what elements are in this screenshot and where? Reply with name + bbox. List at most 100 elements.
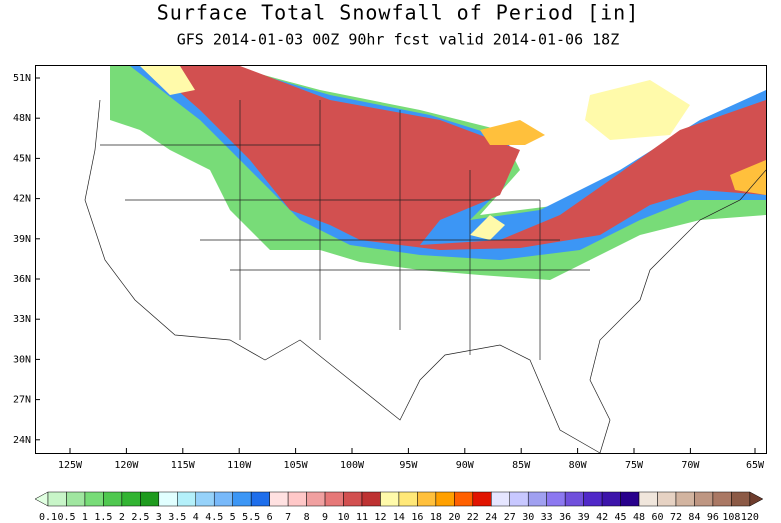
colorbar-label: 22 <box>467 512 479 523</box>
colorbar-box <box>620 491 640 507</box>
colorbar-label: 39 <box>578 512 590 523</box>
lon-label: 70W <box>681 460 700 471</box>
lat-label: 36N <box>13 274 31 285</box>
lat-label: 27N <box>13 395 31 406</box>
lon-label: 75W <box>625 460 644 471</box>
colorbar-box <box>380 491 400 507</box>
colorbar-box <box>417 491 437 507</box>
colorbar-box <box>731 491 751 507</box>
colorbar-box <box>84 491 104 507</box>
colorbar-box <box>121 491 141 507</box>
colorbar-box <box>527 491 547 507</box>
colorbar-box <box>657 491 677 507</box>
colorbar-label: 48 <box>633 512 645 523</box>
colorbar-label: 18 <box>430 512 442 523</box>
colorbar-box <box>361 491 381 507</box>
colorbar-box <box>583 491 603 507</box>
colorbar-label: 1 <box>82 512 88 523</box>
colorbar-box <box>694 491 714 507</box>
colorbar-box <box>398 491 418 507</box>
snow-max <box>585 80 690 140</box>
lat-label: 30N <box>13 354 31 365</box>
lon-label: 100W <box>340 460 365 471</box>
colorbar-label: 14 <box>393 512 405 523</box>
colorbar-label: 3.5 <box>168 512 186 523</box>
colorbar-label: 0.1 <box>39 512 57 523</box>
colorbar-label: 33 <box>541 512 553 523</box>
colorbar-arrow <box>749 491 764 507</box>
lat-label: 48N <box>13 113 31 124</box>
colorbar-box <box>638 491 658 507</box>
subtitle: GFS 2014-01-03 00Z 90hr fcst valid 2014-… <box>177 31 620 49</box>
colorbar-label: 108 <box>722 512 740 523</box>
colorbar-label: 84 <box>688 512 700 523</box>
colorbar-box <box>213 491 233 507</box>
colorbar-box <box>66 491 86 507</box>
lon-label: 120W <box>114 460 139 471</box>
colorbar-box <box>306 491 326 507</box>
lat-label: 39N <box>13 234 31 245</box>
colorbar-label: 11 <box>356 512 368 523</box>
colorbar-label: 12 <box>374 512 386 523</box>
lon-label: 85W <box>512 460 531 471</box>
colorbar-label: 2 <box>119 512 125 523</box>
colorbar-box <box>564 491 584 507</box>
snow-max <box>140 66 195 95</box>
colorbar-box <box>158 491 178 507</box>
colorbar-box <box>491 491 510 507</box>
lon-label: 95W <box>399 460 418 471</box>
colorbar-box <box>287 491 307 507</box>
colorbar-label: 3 <box>156 512 162 523</box>
colorbar-label: 0.5 <box>57 512 75 523</box>
colorbar-label: 6 <box>267 512 273 523</box>
colorbar-label: 2.5 <box>131 512 149 523</box>
colorbar-label: 1.5 <box>94 512 112 523</box>
colorbar-arrow <box>34 491 49 507</box>
lat-label: 51N <box>13 73 31 84</box>
colorbar-box <box>232 491 252 507</box>
colorbar-label: 20 <box>448 512 460 523</box>
snow-max <box>480 120 545 145</box>
lon-label: 90W <box>456 460 475 471</box>
title: Surface Total Snowfall of Period [in] <box>157 1 640 25</box>
colorbar-box <box>103 491 123 507</box>
colorbar-label: 96 <box>707 512 719 523</box>
colorbar-box <box>343 491 363 507</box>
colorbar-label: 5 <box>230 512 236 523</box>
snow-band-red <box>150 66 766 250</box>
colorbar-label: 30 <box>522 512 534 523</box>
colorbar-box <box>47 491 67 507</box>
colorbar-box <box>472 491 492 507</box>
colorbar-label: 36 <box>559 512 571 523</box>
snow-max <box>470 215 505 240</box>
colorbar-box <box>712 491 732 507</box>
colorbar-label: 5.5 <box>242 512 260 523</box>
colorbar-box <box>195 491 215 507</box>
colorbar-box <box>675 491 695 507</box>
lat-label: 42N <box>13 194 31 205</box>
lat-label: 24N <box>13 435 31 446</box>
colorbar-label: 72 <box>670 512 682 523</box>
lat-label: 45N <box>13 153 31 164</box>
lon-label: 125W <box>58 460 83 471</box>
lon-label: 105W <box>284 460 309 471</box>
lon-label: 110W <box>227 460 252 471</box>
colorbar-box <box>601 491 621 507</box>
colorbar-box <box>250 491 270 507</box>
colorbar-label: 42 <box>596 512 608 523</box>
colorbar-label: 4.5 <box>205 512 223 523</box>
snow-max <box>730 160 766 195</box>
map <box>84 66 767 454</box>
colorbar-label: 24 <box>485 512 497 523</box>
colorbar-label: 27 <box>504 512 516 523</box>
colorbar-box <box>140 491 160 507</box>
colorbar-label: 9 <box>322 512 328 523</box>
colorbar-label: 4 <box>193 512 199 523</box>
colorbar-box <box>454 491 474 507</box>
colorbar-label: 8 <box>304 512 310 523</box>
lon-label: 65W <box>746 460 765 471</box>
colorbar-label: 10 <box>337 512 349 523</box>
colorbar-label: 16 <box>411 512 423 523</box>
colorbar-label: 7 <box>285 512 291 523</box>
